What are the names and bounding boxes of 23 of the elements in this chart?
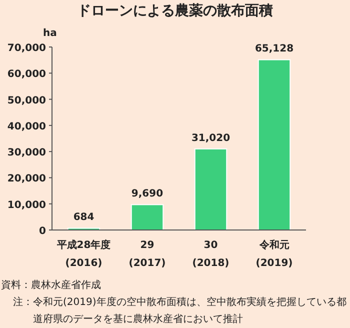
data-label: 684 — [73, 212, 94, 224]
chart-title: ドローンによる農薬の散布面積 — [77, 3, 273, 19]
text: 資料：農林水産省作成 — [1, 279, 101, 291]
y-tick-label: 70,000 — [7, 43, 46, 54]
y-tick-label: 30,000 — [7, 148, 46, 159]
y-tick-label: 50,000 — [7, 95, 46, 106]
x-tick-label: 平成28年度 (2016) — [56, 239, 111, 269]
data-label: 31,020 — [191, 132, 230, 144]
x-tick-label: 令和元 (2019) — [256, 239, 293, 269]
y-axis-title: ha — [43, 28, 57, 39]
bar — [130, 204, 164, 230]
bar — [258, 59, 291, 230]
y-tick-label: 40,000 — [7, 121, 46, 132]
y-tick-label: 20,000 — [7, 174, 46, 185]
x-tick-label: 29 (2017) — [128, 240, 166, 269]
data-label: 65,128 — [254, 44, 294, 55]
x-tick-label: 30 (2018) — [192, 240, 230, 269]
text: 注：令和元(2019)年度の空中散布面積は、空中散布実績を把握している都道府県のデータを基に農林水産省において推計 — [13, 296, 346, 325]
y-tick-label: 60,000 — [7, 69, 46, 80]
bar — [194, 148, 228, 230]
data-label: 9,690 — [131, 188, 164, 200]
y-tick-label: 10,000 — [7, 200, 46, 211]
y-tick-label: 0 — [39, 226, 46, 237]
